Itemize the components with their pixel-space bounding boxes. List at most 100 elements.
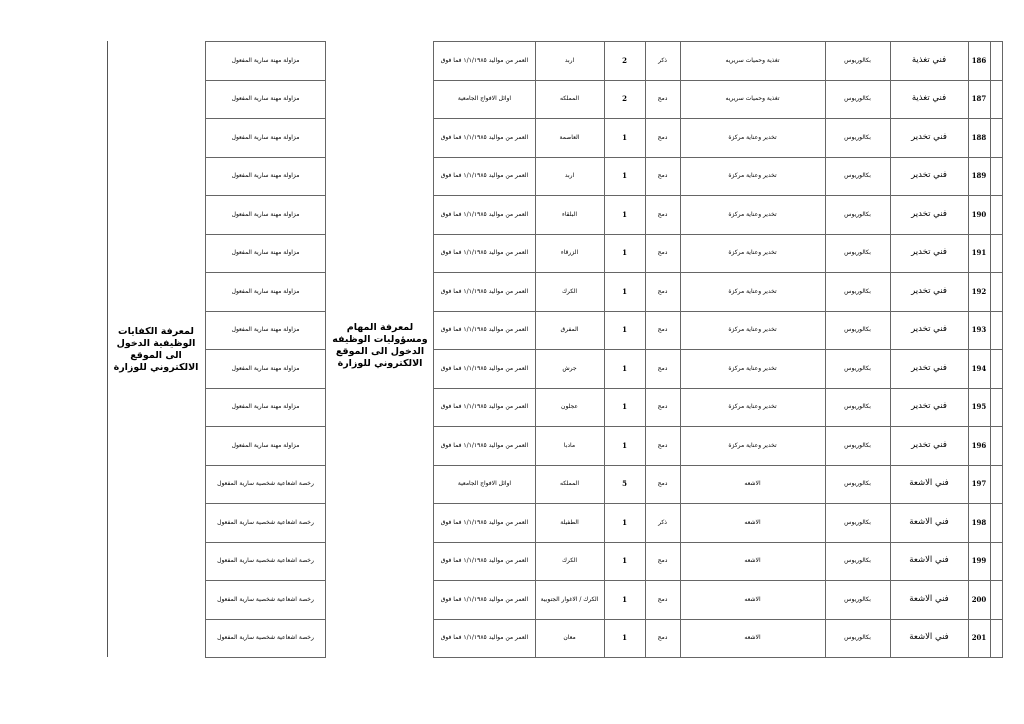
cell-major: الاشعه — [680, 580, 826, 620]
cell-count: 1 — [604, 349, 646, 389]
cell-title: فني تخدير — [890, 118, 969, 158]
cell-empty — [990, 618, 1003, 658]
cell-gender: دمج — [645, 426, 681, 466]
cell-no: 189 — [968, 156, 991, 196]
cell-gender: ذكر — [645, 503, 681, 543]
cell-empty — [990, 41, 1003, 81]
cell-count: 5 — [604, 464, 646, 504]
cell-license: مزاولة مهنة سارية المفعول — [205, 387, 326, 427]
cell-empty — [990, 541, 1003, 581]
cell-condition: العمر من مواليد ١/١/١٩٨٥ فما فوق — [433, 118, 536, 158]
cell-region: البلقاء — [535, 195, 605, 235]
cell-degree: بكالوريوس — [825, 426, 891, 466]
cell-empty — [990, 426, 1003, 466]
cell-region: العاصمة — [535, 118, 605, 158]
cell-condition: العمر من مواليد ١/١/١٩٨٥ فما فوق — [433, 233, 536, 273]
cell-no: 193 — [968, 310, 991, 350]
cell-region: المفرق — [535, 310, 605, 350]
cell-count: 1 — [604, 426, 646, 466]
cell-empty — [990, 310, 1003, 350]
cell-condition: العمر من مواليد ١/١/١٩٨٥ فما فوق — [433, 310, 536, 350]
cell-empty — [990, 464, 1003, 504]
cell-gender: دمج — [645, 195, 681, 235]
cell-title: فني الاشعة — [890, 541, 969, 581]
cell-degree: بكالوريوس — [825, 118, 891, 158]
cell-degree: بكالوريوس — [825, 580, 891, 620]
cell-region: الطفيلة — [535, 503, 605, 543]
cell-title: فني تخدير — [890, 195, 969, 235]
duties-note: لمعرفة المهام ومسؤوليات الوظيفه الدخول ا… — [332, 322, 428, 369]
cell-major: تخدير وعناية مركزة — [680, 156, 826, 196]
cell-no: 190 — [968, 195, 991, 235]
cell-license: رخصة اشعاعية شخصية سارية المفعول — [205, 541, 326, 581]
cell-count: 1 — [604, 118, 646, 158]
cell-license: رخصة اشعاعية شخصية سارية المفعول — [205, 580, 326, 620]
cell-region: عجلون — [535, 387, 605, 427]
cell-gender: دمج — [645, 349, 681, 389]
cell-no: 187 — [968, 79, 991, 119]
competencies-note: لمعرفة الكفايات الوظيفية الدخول الى المو… — [113, 326, 199, 373]
cell-count: 1 — [604, 156, 646, 196]
cell-gender: دمج — [645, 464, 681, 504]
cell-degree: بكالوريوس — [825, 41, 891, 81]
cell-count: 1 — [604, 233, 646, 273]
cell-gender: دمج — [645, 79, 681, 119]
cell-count: 1 — [604, 541, 646, 581]
cell-count: 1 — [604, 618, 646, 658]
cell-region: الزرقاء — [535, 233, 605, 273]
cell-major: تخدير وعناية مركزة — [680, 310, 826, 350]
cell-major: تخدير وعناية مركزة — [680, 272, 826, 312]
cell-condition: العمر من مواليد ١/١/١٩٨٥ فما فوق — [433, 618, 536, 658]
cell-license: مزاولة مهنة سارية المفعول — [205, 426, 326, 466]
cell-empty — [990, 156, 1003, 196]
cell-major: تخدير وعناية مركزة — [680, 195, 826, 235]
cell-no: 195 — [968, 387, 991, 427]
cell-condition: العمر من مواليد ١/١/١٩٨٥ فما فوق — [433, 503, 536, 543]
cell-license: مزاولة مهنة سارية المفعول — [205, 195, 326, 235]
cell-condition: العمر من مواليد ١/١/١٩٨٥ فما فوق — [433, 156, 536, 196]
cell-major: تغذية وحميات سريريه — [680, 79, 826, 119]
cell-count: 1 — [604, 387, 646, 427]
cell-region: المملكه — [535, 79, 605, 119]
cell-gender: دمج — [645, 580, 681, 620]
cell-count: 1 — [604, 195, 646, 235]
cell-major: تخدير وعناية مركزة — [680, 233, 826, 273]
cell-title: فني تخدير — [890, 233, 969, 273]
cell-condition: اوائل الافواج الجامعية — [433, 464, 536, 504]
cell-no: 186 — [968, 41, 991, 81]
cell-no: 201 — [968, 618, 991, 658]
cell-license: مزاولة مهنة سارية المفعول — [205, 156, 326, 196]
cell-no: 196 — [968, 426, 991, 466]
cell-degree: بكالوريوس — [825, 233, 891, 273]
cell-count: 1 — [604, 580, 646, 620]
cell-empty — [990, 233, 1003, 273]
cell-region: اربد — [535, 156, 605, 196]
cell-region: الكرك — [535, 272, 605, 312]
cell-degree: بكالوريوس — [825, 618, 891, 658]
cell-degree: بكالوريوس — [825, 310, 891, 350]
cell-title: فني تخدير — [890, 272, 969, 312]
cell-degree: بكالوريوس — [825, 79, 891, 119]
cell-region: جرش — [535, 349, 605, 389]
cell-title: فني تخدير — [890, 349, 969, 389]
cell-no: 198 — [968, 503, 991, 543]
cell-no: 194 — [968, 349, 991, 389]
cell-region: المملكه — [535, 464, 605, 504]
cell-gender: دمج — [645, 118, 681, 158]
cell-license: رخصة اشعاعية شخصية سارية المفعول — [205, 618, 326, 658]
cell-title: فني الاشعة — [890, 580, 969, 620]
left-border-line — [107, 41, 108, 657]
cell-title: فني الاشعة — [890, 618, 969, 658]
cell-empty — [990, 503, 1003, 543]
cell-gender: ذكر — [645, 41, 681, 81]
cell-degree: بكالوريوس — [825, 272, 891, 312]
cell-license: مزاولة مهنة سارية المفعول — [205, 272, 326, 312]
cell-no: 188 — [968, 118, 991, 158]
cell-gender: دمج — [645, 387, 681, 427]
cell-title: فني تغذية — [890, 79, 969, 119]
cell-empty — [990, 79, 1003, 119]
cell-license: مزاولة مهنة سارية المفعول — [205, 310, 326, 350]
cell-count: 2 — [604, 41, 646, 81]
cell-count: 1 — [604, 272, 646, 312]
cell-major: تخدير وعناية مركزة — [680, 118, 826, 158]
